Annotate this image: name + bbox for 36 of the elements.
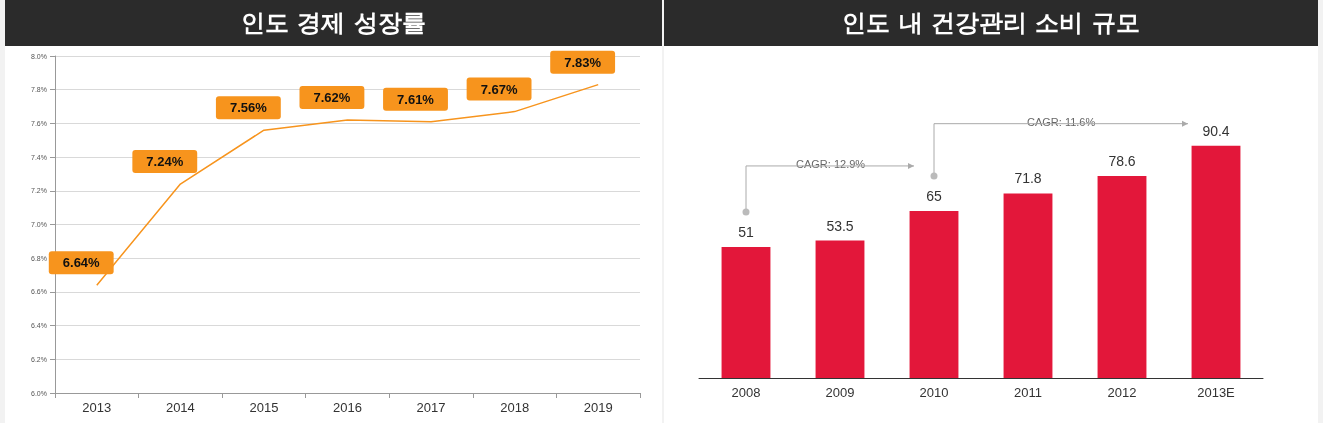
bar — [721, 246, 771, 378]
bar — [1097, 176, 1147, 378]
data-label: 53.5 — [826, 217, 854, 234]
data-label: 6.64% — [62, 255, 101, 271]
bar — [909, 210, 959, 378]
x-tick-label: 2016 — [333, 400, 362, 415]
text: CAGR: 11.6% — [1027, 116, 1096, 129]
chart-title: 인도 내 건강관리 소비 규모 — [664, 0, 1318, 46]
bar — [1191, 145, 1241, 378]
data-label: 7.61% — [397, 91, 435, 107]
bar — [815, 240, 865, 378]
data-label: 65 — [926, 187, 942, 204]
data-label: 7.83% — [564, 54, 602, 70]
data-label: 51 — [738, 223, 754, 240]
x-tick-label: 2013 — [82, 400, 112, 415]
data-label: 7.62% — [313, 90, 351, 106]
x-tick-label: 2012 — [1107, 385, 1137, 400]
x-tick-label: 2019 — [583, 400, 613, 415]
data-label: 90.4 — [1202, 122, 1230, 139]
x-tick-label: 2009 — [825, 385, 855, 400]
chart-title: 인도 경제 성장률 — [5, 0, 662, 46]
x-tick-label: 2015 — [249, 400, 279, 415]
bar — [1003, 193, 1053, 378]
x-tick-label: 2018 — [500, 400, 530, 415]
x-tick-label: 2010 — [919, 385, 949, 400]
x-tick-label: 2017 — [416, 400, 446, 415]
data-label: 78.6 — [1108, 153, 1136, 169]
data-label: 7.24% — [146, 154, 184, 170]
data-label: 7.67% — [480, 81, 518, 97]
x-tick-label: 2014 — [165, 400, 195, 415]
annotation: CAGR: 12.9% — [796, 158, 866, 171]
data-label: 7.56% — [229, 100, 268, 116]
x-tick-label: 2013E — [1197, 385, 1236, 400]
data-label: 71.8 — [1014, 170, 1042, 187]
x-tick-label: 2008 — [731, 385, 761, 400]
x-tick-label: 2011 — [1014, 385, 1042, 400]
